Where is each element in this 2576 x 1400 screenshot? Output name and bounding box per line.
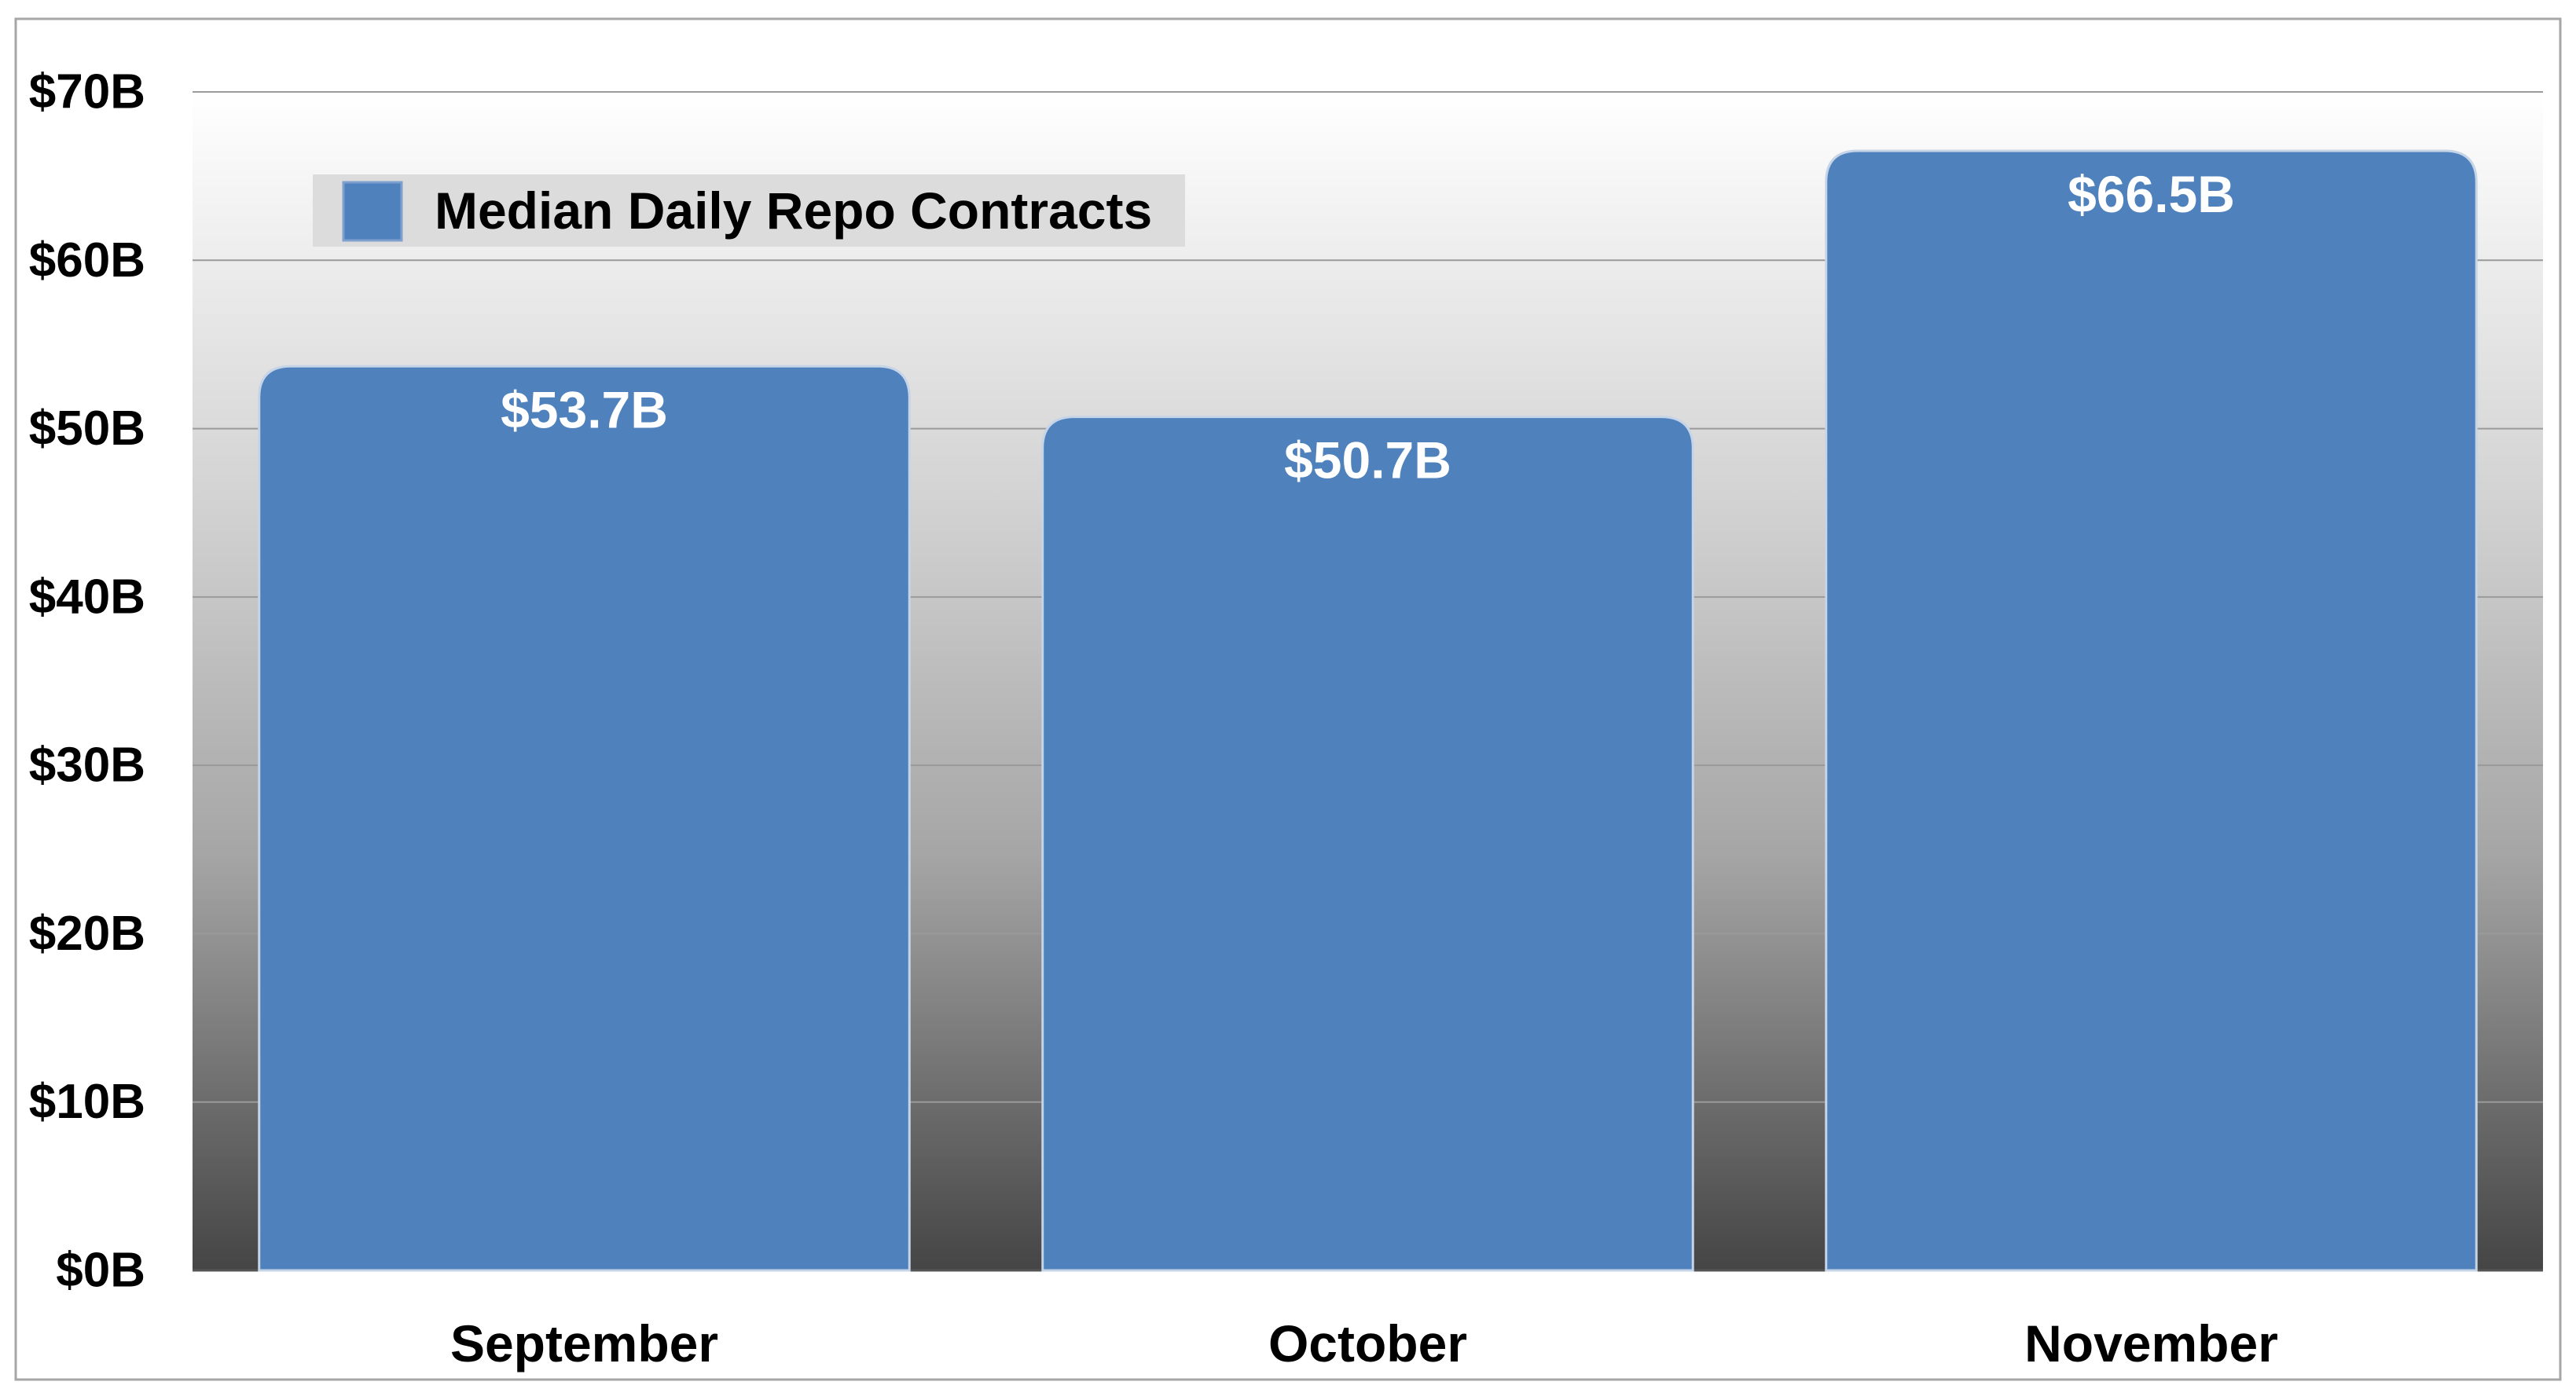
- y-tick-label: $40B: [29, 570, 145, 624]
- bars: [258, 149, 2478, 1272]
- y-tick-label: $30B: [29, 738, 145, 793]
- y-axis-tick-labels: $0B $10B $20B $30B $40B $50B $60B $70B: [29, 65, 145, 1298]
- x-axis-tick-labels: September October November: [450, 1314, 2278, 1373]
- data-labels: $53.7B $50.7B $66.5B: [501, 165, 2235, 489]
- x-tick-label: September: [450, 1314, 718, 1373]
- y-tick-label: $20B: [29, 907, 145, 961]
- y-tick-label: $10B: [29, 1075, 145, 1129]
- bar: [258, 365, 911, 1272]
- y-tick-label: $70B: [29, 65, 145, 119]
- data-label: $53.7B: [501, 380, 668, 438]
- x-tick-label: October: [1268, 1314, 1467, 1373]
- legend-label: Median Daily Repo Contracts: [435, 181, 1152, 240]
- y-tick-label: $50B: [29, 401, 145, 456]
- y-tick-label: $0B: [56, 1244, 145, 1298]
- y-tick-label: $60B: [29, 233, 145, 288]
- bar: [1041, 416, 1694, 1272]
- legend-box: [313, 174, 1185, 247]
- x-tick-label: November: [2024, 1314, 2278, 1373]
- data-label: $50.7B: [1284, 431, 1451, 489]
- bar: [1825, 149, 2478, 1272]
- legend: Median Daily Repo Contracts: [313, 174, 1185, 247]
- data-label: $66.5B: [2068, 165, 2235, 223]
- legend-swatch: [342, 181, 403, 242]
